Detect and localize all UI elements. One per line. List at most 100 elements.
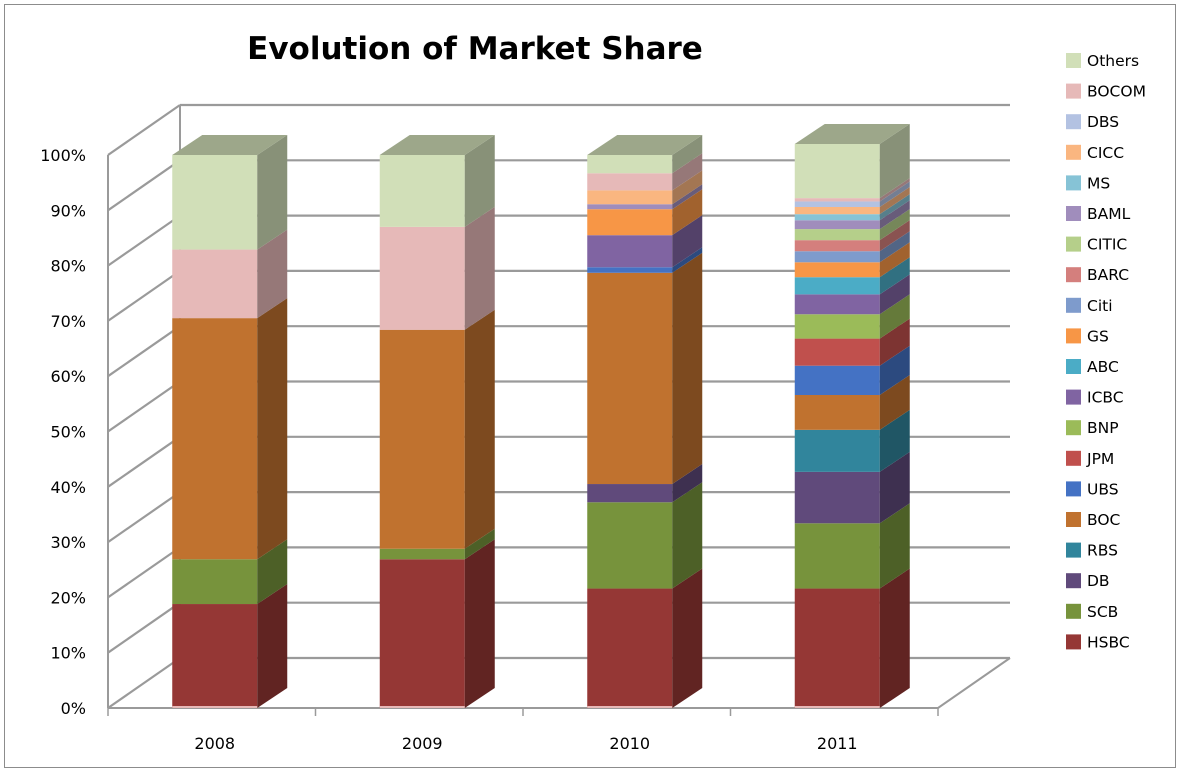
legend-item-cicc: CICC (1066, 144, 1124, 162)
bar-side-others-2010 (672, 135, 703, 174)
bar-side-bnp-2011 (879, 294, 910, 339)
bar-segment-others-2011 (794, 143, 880, 199)
bar-segment-dbs-2011 (794, 201, 880, 207)
legend-swatch (1066, 450, 1081, 466)
bar-side-others-2009 (464, 135, 495, 227)
bar-segment-scb-2011 (794, 523, 880, 589)
bar-side-abc-2011 (879, 257, 910, 295)
legend-label: Others (1087, 52, 1139, 70)
legend-swatch (1066, 603, 1081, 619)
bar-base-2010 (587, 706, 673, 708)
x-tick-label: 2011 (817, 734, 858, 753)
legend-item-rbs: RBS (1066, 542, 1118, 560)
bar-base-2008 (172, 706, 258, 708)
bar-segment-jpm-2011 (794, 338, 880, 366)
bar-segment-others-2010 (587, 155, 673, 174)
legend-swatch (1066, 206, 1081, 221)
chart-frame: 0% 10% 20% 30% 40% 50% 60% 70% 80% 90% 100% 2008 20… (4, 4, 1176, 768)
y-tick-label: 40% (50, 478, 86, 497)
gridline-side (107, 214, 181, 267)
bar-top-2010 (587, 135, 703, 155)
legend-swatch (1066, 481, 1081, 497)
bar-segment-bocom-2009 (379, 226, 465, 330)
legend-label: BOC (1087, 511, 1120, 529)
y-tick-label: 80% (50, 257, 86, 276)
gridline-side (107, 380, 181, 433)
bar-side-db-2010 (672, 464, 703, 503)
legend-label: MS (1087, 174, 1110, 192)
bar-side-scb-2009 (464, 528, 495, 560)
bar-side-others-2011 (879, 123, 910, 199)
gridline-side (107, 546, 181, 599)
gridline-side (107, 657, 181, 709)
bar-side-scb-2011 (879, 503, 910, 589)
legend-swatch (1066, 420, 1081, 436)
legend-label: RBS (1087, 542, 1118, 560)
legend-item-db: DB (1066, 572, 1110, 590)
legend-swatch (1066, 297, 1081, 313)
legend-label: BOCOM (1087, 83, 1146, 101)
bar-segment-hsbc-2008 (172, 604, 258, 708)
bar-side-gs-2010 (672, 189, 703, 236)
bar-top-2011 (794, 123, 910, 144)
bar-side-cicc-2011 (879, 186, 910, 215)
y-tick-label: 20% (50, 588, 86, 607)
y-tick-label: 60% (50, 367, 86, 386)
bar-segment-bocom-2008 (172, 249, 258, 319)
bar-side-db-2011 (879, 451, 910, 524)
bar-side-dbs-2011 (879, 181, 910, 207)
legend-label: JPM (1086, 450, 1114, 468)
x-tick-label: 2010 (609, 734, 650, 753)
bar-segment-abc-2011 (794, 277, 880, 295)
bar-segment-citic-2011 (794, 229, 880, 241)
bar-side-bocom-2009 (464, 206, 495, 330)
bar-segment-hsbc-2011 (794, 588, 880, 708)
bar-side-boc-2009 (464, 309, 495, 549)
bar-segment-gs-2010 (587, 209, 673, 236)
legend-swatch (1066, 512, 1081, 527)
legend-item-ms: MS (1066, 174, 1110, 192)
y-tick-label: 0% (61, 699, 86, 718)
legend-item-bocom: BOCOM (1066, 83, 1146, 101)
bar-top-2008 (172, 135, 288, 155)
legend-label: BAML (1087, 205, 1131, 223)
y-tick-label: 90% (50, 201, 86, 220)
x-tick-label: 2009 (402, 734, 443, 753)
bar-side-baml-2010 (672, 184, 703, 210)
legend-item-others: Others (1066, 52, 1139, 70)
bar-side-hsbc-2009 (464, 539, 495, 708)
bar-segment-icbc-2010 (587, 235, 673, 268)
bars (172, 123, 910, 708)
bar-side-barc-2011 (879, 220, 910, 252)
x-tick-label: 2008 (194, 734, 235, 753)
legend-swatch (1066, 573, 1081, 589)
legend-swatch (1066, 542, 1081, 558)
legend-label: BNP (1087, 419, 1119, 437)
bar-side-jpm-2011 (879, 318, 910, 366)
gridline-side (107, 435, 181, 488)
y-tick-label: 100% (40, 146, 86, 165)
legend-label: CICC (1087, 144, 1124, 162)
x-tick-labels: 2008 2009 2010 2011 (194, 734, 857, 753)
gridline-side (107, 491, 181, 544)
bar-side-citi-2011 (879, 231, 910, 263)
legend-item-dbs: DBS (1066, 113, 1119, 131)
bar-side-citic-2011 (879, 209, 910, 241)
legend-swatch (1066, 359, 1081, 374)
market-share-chart: 0%10%20%30%40%50%60%70%80%90%100% 2008 20… (40, 31, 1146, 753)
bar-segment-bocom-2011 (794, 198, 880, 202)
legend-swatch (1066, 328, 1081, 344)
bar-side-hsbc-2008 (257, 584, 288, 708)
legend-label: HSBC (1087, 633, 1130, 651)
bar-segment-cicc-2010 (587, 190, 673, 205)
y-tick-label: 30% (50, 533, 86, 552)
legend-label: DB (1087, 572, 1110, 590)
legend-label: SCB (1087, 603, 1118, 621)
legend-item-ubs: UBS (1066, 480, 1119, 498)
legend-item-citi: Citi (1066, 297, 1113, 315)
legend-label: GS (1087, 327, 1109, 345)
legend-swatch (1066, 389, 1081, 405)
legend-item-citic: CITIC (1066, 236, 1127, 254)
legend-label: BARC (1087, 266, 1129, 284)
bar-side-boc-2011 (879, 375, 910, 430)
